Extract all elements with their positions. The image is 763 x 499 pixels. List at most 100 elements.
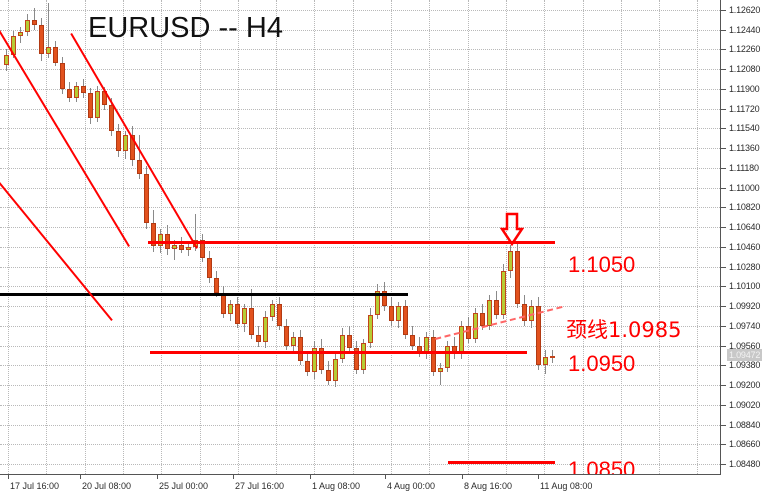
x-axis-tick (157, 474, 158, 479)
candle-wick (48, 3, 49, 59)
candle-body-bearish (53, 47, 58, 63)
grid-line-horizontal (0, 385, 720, 387)
candle-body-bearish (179, 244, 184, 251)
y-axis-tick (720, 464, 726, 466)
y-axis-tick (720, 187, 726, 189)
candle-body-bearish (522, 303, 527, 322)
y-axis-tick-label: 1.12620 (729, 4, 761, 15)
y-axis-tick (720, 424, 726, 426)
candle-body-bullish (361, 343, 366, 370)
y-axis-tick-label: 1.09560 (729, 340, 761, 351)
grid-line-horizontal (0, 404, 720, 406)
candle-body-bullish (95, 91, 100, 119)
y-axis-tick-label: 1.09200 (729, 380, 761, 391)
grid-line-horizontal (0, 128, 720, 130)
candle-body-bullish (508, 251, 513, 271)
y-axis-tick (720, 385, 726, 387)
candle-body-bearish (277, 303, 282, 326)
grid-line-vertical (621, 0, 622, 474)
grid-line-horizontal (0, 227, 720, 229)
candle-body-bullish (312, 347, 317, 372)
candle-body-bearish (536, 306, 541, 366)
grid-line-vertical (429, 0, 430, 474)
x-axis-tick-label: 1 Aug 08:00 (312, 481, 361, 491)
candle-wick (195, 213, 196, 252)
candle-body-bullish (11, 36, 16, 55)
candle-body-bearish (403, 306, 408, 335)
candle-body-bearish (137, 160, 142, 175)
y-axis-tick-label: 1.09020 (729, 399, 761, 410)
candle-body-bullish (172, 244, 177, 250)
y-axis-tick (720, 286, 726, 288)
y-axis-tick-label: 1.11000 (729, 182, 760, 193)
price-plot-area[interactable]: EURUSD -- H4 1.1050 颈线1.0985 1.0950 1.0850 (0, 0, 720, 474)
x-axis-tick (385, 474, 386, 479)
resistance-1-1050 (148, 241, 555, 245)
y-axis-tick-label: 1.09920 (729, 301, 761, 312)
grid-line-vertical (468, 0, 469, 474)
y-axis-tick-label: 1.11540 (729, 123, 760, 134)
support-1-0850 (448, 460, 555, 464)
grid-line-horizontal (0, 29, 720, 31)
grid-lines (0, 0, 720, 474)
candle-body-bullish (123, 134, 128, 152)
candle-body-bearish (319, 347, 324, 370)
candle-body-bullish (228, 303, 233, 314)
grid-line-horizontal (0, 424, 720, 426)
candle-wick (139, 134, 140, 179)
grid-line-horizontal (0, 49, 720, 51)
y-axis-tick-label: 1.11180 (729, 162, 759, 173)
candle-body-bearish (466, 325, 471, 340)
grid-line-horizontal (0, 108, 720, 110)
candle-body-bearish (235, 303, 240, 324)
y-axis-tick-label: 1.10460 (729, 241, 761, 252)
candle-body-bullish (550, 355, 555, 358)
x-axis-tick-label: 17 Jul 16:00 (10, 481, 60, 491)
candle-body-bearish (88, 93, 93, 119)
candle-body-bullish (487, 299, 492, 326)
x-axis-tick-label: 11 Aug 08:00 (540, 481, 593, 491)
candle-body-bullish (473, 312, 478, 340)
x-axis-line (0, 474, 721, 475)
down-arrow-icon (500, 212, 524, 247)
candle-body-bullish (74, 85, 79, 98)
candle-wick (440, 363, 441, 386)
candle-body-bullish (396, 306, 401, 322)
y-axis-line (720, 0, 721, 474)
candle-body-bearish (389, 306, 394, 322)
y-axis-tick (720, 167, 726, 169)
candle-body-bearish (60, 62, 65, 89)
candle-body-bullish (291, 336, 296, 346)
candle-wick (174, 240, 175, 261)
candle-body-bearish (32, 19, 37, 26)
candle-body-bearish (67, 88, 72, 98)
grid-line-vertical (200, 0, 201, 474)
y-axis-tick (720, 69, 726, 71)
candle-body-bullish (333, 358, 338, 381)
y-axis-tick-label: 1.11360 (729, 143, 760, 154)
x-axis-tick (462, 474, 463, 479)
y-axis-tick (720, 227, 726, 229)
candle-body-bullish (186, 246, 191, 251)
grid-line-vertical (276, 0, 277, 474)
candle-body-bullish (501, 271, 506, 315)
grid-line-horizontal (0, 207, 720, 209)
candle-body-bearish (256, 334, 261, 343)
pivot-black-line (0, 293, 408, 297)
grid-line-horizontal (0, 325, 720, 327)
candle-body-bearish (102, 91, 107, 106)
candle-body-bullish (375, 290, 380, 315)
y-axis-tick-label: 1.09380 (729, 360, 761, 371)
grid-line-vertical (46, 0, 47, 474)
candle-body-bearish (347, 334, 352, 348)
y-axis-tick-label: 1.11900 (729, 83, 760, 94)
y-axis-tick (720, 29, 726, 31)
candle-body-bearish (410, 334, 415, 346)
annotation-label: 1.1050 (568, 252, 636, 277)
x-axis-tick (310, 474, 311, 479)
grid-line-horizontal (0, 246, 720, 248)
y-axis-tick (720, 108, 726, 110)
grid-line-horizontal (0, 266, 720, 268)
grid-line-horizontal (0, 88, 720, 90)
